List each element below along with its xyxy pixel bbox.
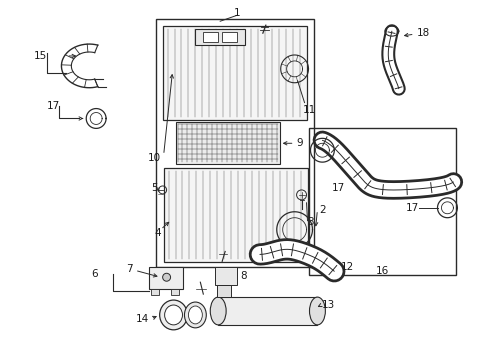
Bar	[171, 289, 178, 295]
Text: 16: 16	[376, 266, 390, 276]
Text: 13: 13	[321, 300, 335, 310]
Text: 12: 12	[341, 262, 354, 272]
Text: 2: 2	[319, 205, 326, 215]
Bar	[151, 289, 159, 295]
Text: 6: 6	[92, 269, 98, 279]
Bar	[149, 267, 183, 289]
Text: 18: 18	[416, 28, 430, 38]
Text: 1: 1	[234, 8, 241, 18]
Ellipse shape	[160, 300, 188, 330]
Text: 8: 8	[240, 271, 246, 281]
Text: 10: 10	[147, 153, 161, 163]
Ellipse shape	[165, 305, 182, 325]
Bar	[163, 26, 307, 121]
Text: 7: 7	[126, 264, 133, 274]
Ellipse shape	[210, 297, 226, 325]
Text: 14: 14	[136, 314, 149, 324]
Text: 15: 15	[34, 51, 47, 61]
Bar	[196, 29, 245, 45]
Text: 3: 3	[308, 217, 314, 227]
Text: 4: 4	[154, 228, 161, 238]
Bar	[222, 32, 237, 42]
Bar	[217, 285, 231, 297]
Text: 11: 11	[302, 105, 316, 114]
Circle shape	[163, 273, 171, 281]
Text: 5: 5	[151, 183, 158, 193]
Ellipse shape	[310, 297, 325, 325]
Text: 9: 9	[296, 138, 303, 148]
Bar	[164, 168, 308, 262]
Ellipse shape	[184, 302, 206, 328]
Bar	[203, 32, 218, 42]
Text: 17: 17	[47, 100, 60, 111]
Bar	[218, 297, 318, 325]
Text: 17: 17	[331, 183, 344, 193]
Bar	[156, 19, 315, 267]
Text: 17: 17	[405, 203, 418, 213]
Bar	[310, 129, 456, 275]
Bar	[215, 267, 237, 285]
Bar	[175, 122, 280, 164]
Ellipse shape	[189, 306, 202, 324]
